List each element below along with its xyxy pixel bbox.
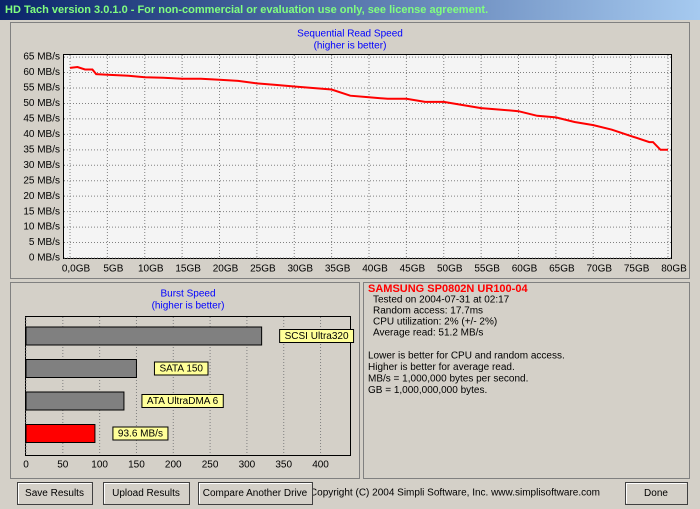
bar-label: SCSI Ultra320 [285,331,349,342]
bar-label-box [141,394,224,408]
y-tick-label: 5 MB/s [29,237,60,248]
window-title: HD Tach version 3.0.1.0 - For non-commer… [5,4,488,16]
button-label[interactable]: Save Results [25,488,84,499]
button-bevel [18,483,92,504]
chart-title: Burst Speed [160,289,215,300]
x-tick-label: 150 [128,460,145,471]
x-tick-label: 0,0GB [62,264,91,275]
x-tick-label: 20GB [213,264,239,275]
x-tick-label: 60GB [512,264,538,275]
button-bevel [199,483,312,504]
chart-title: Sequential Read Speed [297,29,403,40]
info-line: Tested on 2004-07-31 at 02:17 [373,295,510,306]
x-tick-label: 100 [91,460,108,471]
x-tick-label: 55GB [474,264,500,275]
y-tick-label: 60 MB/s [23,67,60,78]
x-tick-label: 300 [239,460,256,471]
copyright: Copyright (C) 2004 Simpli Software, Inc.… [310,488,600,499]
info-line: CPU utilization: 2% (+/- 2%) [373,317,497,328]
x-tick-label: 40GB [362,264,388,275]
button-bevel [104,483,189,504]
title-bar [0,0,700,20]
x-tick-label: 65GB [549,264,575,275]
y-tick-label: 55 MB/s [23,83,60,94]
info-note: MB/s = 1,000,000 bytes per second. [368,374,528,385]
x-tick-label: 45GB [400,264,426,275]
info-note: GB = 1,000,000,000 bytes. [368,385,487,396]
bar-label-box [153,361,209,376]
bar [25,326,263,346]
y-tick-label: 45 MB/s [23,114,60,125]
drive-name: SAMSUNG SP0802N UR100-04 [368,283,528,295]
x-tick-label: 25GB [250,264,276,275]
button[interactable] [103,482,190,505]
read-plot [63,54,672,259]
y-tick-label: 35 MB/s [23,144,60,155]
x-tick-label: 400 [312,460,329,471]
info-note: Higher is better for average read. [368,362,515,373]
info-note: Lower is better for CPU and random acces… [368,351,565,362]
x-tick-label: 15GB [175,264,201,275]
y-tick-label: 10 MB/s [23,222,60,233]
bar-label: 93.6 MB/s [118,429,163,440]
y-tick-label: 65 MB/s [23,52,60,63]
read-line [69,65,668,151]
x-tick-label: 250 [202,460,219,471]
bar [25,391,125,411]
bar-label: ATA UltraDMA 6 [147,396,219,407]
bar-label-box [279,329,355,343]
button[interactable] [198,482,313,505]
bar-label-box [112,426,169,441]
x-tick-label: 80GB [661,264,687,275]
info-line: Random access: 17.7ms [373,306,483,317]
x-tick-label: 0 [23,460,29,471]
x-tick-label: 200 [165,460,182,471]
y-tick-label: 50 MB/s [23,98,60,109]
bar [25,359,137,378]
y-tick-label: 15 MB/s [23,206,60,217]
x-tick-label: 70GB [586,264,612,275]
y-tick-label: 0 MB/s [29,253,60,264]
chart-subtitle: (higher is better) [152,301,225,312]
info-line: Average read: 51.2 MB/s [373,328,483,339]
x-tick-label: 75GB [624,264,650,275]
x-tick-label: 10GB [138,264,164,275]
info-panel [363,282,690,479]
bar-label: SATA 150 [159,364,203,375]
bar [25,424,96,443]
x-tick-label: 50 [57,460,69,471]
y-tick-label: 25 MB/s [23,175,60,186]
x-tick-label: 50GB [437,264,463,275]
button[interactable] [625,482,688,505]
y-tick-label: 40 MB/s [23,129,60,140]
y-tick-label: 20 MB/s [23,191,60,202]
x-tick-label: 5GB [103,264,123,275]
button-label[interactable]: Compare Another Drive [203,488,308,499]
button-label[interactable]: Done [644,488,668,499]
button-bevel [626,483,687,504]
x-tick-label: 350 [275,460,292,471]
x-tick-label: 30GB [287,264,313,275]
button[interactable] [17,482,93,505]
x-tick-label: 35GB [325,264,351,275]
chart-subtitle: (higher is better) [314,41,387,52]
button-label[interactable]: Upload Results [112,488,180,499]
y-tick-label: 30 MB/s [23,160,60,171]
